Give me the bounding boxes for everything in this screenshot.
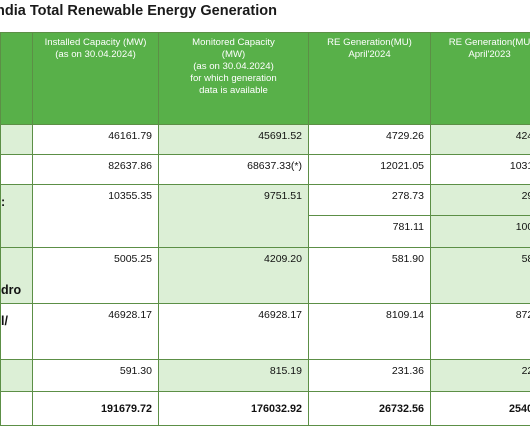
table-row: 591.30 815.19 231.36 225. — [0, 359, 530, 392]
row-label — [0, 391, 33, 426]
generation-2023-cell: 10318. — [430, 154, 530, 185]
row-label: : — [0, 184, 33, 248]
generation-2024-cell: 581.90 — [308, 247, 431, 304]
header-re-generation-2024: RE Generation(MU) April'2024 — [308, 32, 431, 125]
installed-capacity-cell: 82637.86 — [32, 154, 159, 185]
generation-2023-total: 25404. — [430, 391, 530, 426]
monitored-capacity-cell: 815.19 — [158, 359, 309, 392]
monitored-capacity-cell: 46928.17 — [158, 303, 309, 360]
header-label-cell — [0, 32, 33, 125]
monitored-capacity-cell: 45691.52 — [158, 124, 309, 155]
generation-2024-cell: 4729.26 — [308, 124, 431, 155]
monitored-capacity-cell: 4209.20 — [158, 247, 309, 304]
generation-2023-cell: 586. — [430, 247, 530, 304]
generation-2023-cell: 4249. — [430, 124, 530, 155]
row-label — [0, 154, 33, 185]
total-row: 191679.72 176032.92 26732.56 25404. — [0, 391, 530, 426]
table-row: 46161.79 45691.52 4729.26 4249. — [0, 124, 530, 155]
installed-capacity-cell: 10355.35 — [32, 184, 159, 248]
row-label — [0, 359, 33, 392]
generation-2023-cell: 225. — [430, 359, 530, 392]
monitored-capacity-cell: 9751.51 — [158, 184, 309, 248]
table-row: l/ 46928.17 46928.17 8109.14 8728. — [0, 303, 530, 360]
row-label: l/ — [0, 303, 33, 360]
generation-2024-total: 26732.56 — [308, 391, 431, 426]
table-row: 82637.86 68637.33(*) 12021.05 10318. — [0, 154, 530, 185]
header-row: Installed Capacity (MW) (as on 30.04.202… — [0, 32, 530, 125]
monitored-capacity-cell: 68637.33(*) — [158, 154, 309, 185]
generation-2023-cell: 295. — [430, 184, 530, 216]
generation-2023-cell: 8728. — [430, 303, 530, 360]
generation-2024-cell: 231.36 — [308, 359, 431, 392]
generation-2024-cell: 8109.14 — [308, 303, 431, 360]
row-label — [0, 124, 33, 155]
table-title: ndia Total Renewable Energy Generation — [0, 3, 277, 19]
header-installed-capacity: Installed Capacity (MW) (as on 30.04.202… — [32, 32, 159, 125]
header-monitored-capacity: Monitored Capacity (MW) (as on 30.04.202… — [158, 32, 309, 125]
installed-capacity-total: 191679.72 — [32, 391, 159, 426]
installed-capacity-cell: 591.30 — [32, 359, 159, 392]
table-row: : 10355.35 9751.51 278.73 295. — [0, 184, 530, 248]
generation-2024-cell: 12021.05 — [308, 154, 431, 185]
renewable-energy-table: Installed Capacity (MW) (as on 30.04.202… — [0, 32, 530, 426]
generation-2023-cell: 1000. — [430, 215, 530, 248]
table-row: dro 5005.25 4209.20 581.90 586. — [0, 247, 530, 304]
generation-2024-cell: 278.73 — [308, 184, 431, 216]
installed-capacity-cell: 5005.25 — [32, 247, 159, 304]
generation-2024-cell: 781.11 — [308, 215, 431, 248]
row-label: dro — [0, 247, 33, 304]
header-re-generation-2023: RE Generation(MU April'2023 — [430, 32, 530, 125]
installed-capacity-cell: 46928.17 — [32, 303, 159, 360]
monitored-capacity-total: 176032.92 — [158, 391, 309, 426]
installed-capacity-cell: 46161.79 — [32, 124, 159, 155]
